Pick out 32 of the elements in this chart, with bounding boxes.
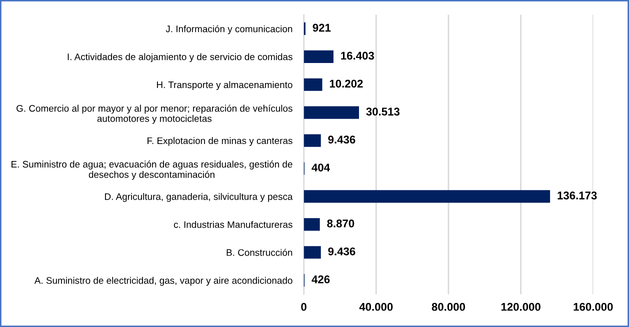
data-label: 921	[312, 24, 331, 32]
bar	[304, 190, 550, 203]
data-label: 30.513	[366, 108, 400, 116]
bar	[304, 78, 322, 91]
x-tick-label: 40.000	[359, 302, 393, 311]
bar	[304, 134, 321, 147]
x-tick-label: 160.000	[574, 302, 613, 311]
y-tick-label: A. Suministro de electricidad, gas, vapor y aire acondicionado	[34, 276, 292, 286]
bar	[304, 246, 321, 259]
y-tick-label: D. Agricultura, ganaderia, silvicultura y pesca	[105, 193, 293, 202]
data-label: 404	[312, 164, 330, 172]
y-tick-label: c. Industrias Manufactureras	[174, 220, 292, 228]
y-tick-label: B. Construcción	[226, 248, 292, 256]
bar	[304, 218, 320, 231]
y-tick-label: H. Transporte y almacenamiento	[156, 81, 292, 90]
y-tick-label: I. Actividades de alojamiento y de servicio de comidas	[68, 53, 292, 62]
y-tick-label: G. Comercio al por mayor y al por menor; reparación de vehículos automotores y motocicletas	[16, 104, 292, 124]
data-label: 8.870	[327, 220, 354, 228]
bar	[304, 106, 359, 119]
x-tick-label: 120.000	[501, 302, 540, 311]
data-label: 10.202	[330, 80, 363, 88]
x-tick-label: 0	[301, 302, 306, 311]
data-label: 136.173	[558, 192, 597, 200]
y-tick-label: J. Información y comunicacion	[166, 25, 292, 34]
y-tick-label: F. Explotacion de minas y canteras	[148, 137, 292, 146]
data-label: 16.403	[341, 52, 374, 60]
data-label: 9.436	[328, 136, 356, 144]
bar	[304, 50, 334, 63]
data-label: 426	[312, 275, 330, 284]
y-tick-label: E. Suministro de agua; evacuación de aguas residuales, gestión de desechos y descontaminación	[12, 160, 292, 180]
x-tick-label: 80.000	[432, 302, 466, 311]
data-label: 9.436	[328, 247, 356, 256]
